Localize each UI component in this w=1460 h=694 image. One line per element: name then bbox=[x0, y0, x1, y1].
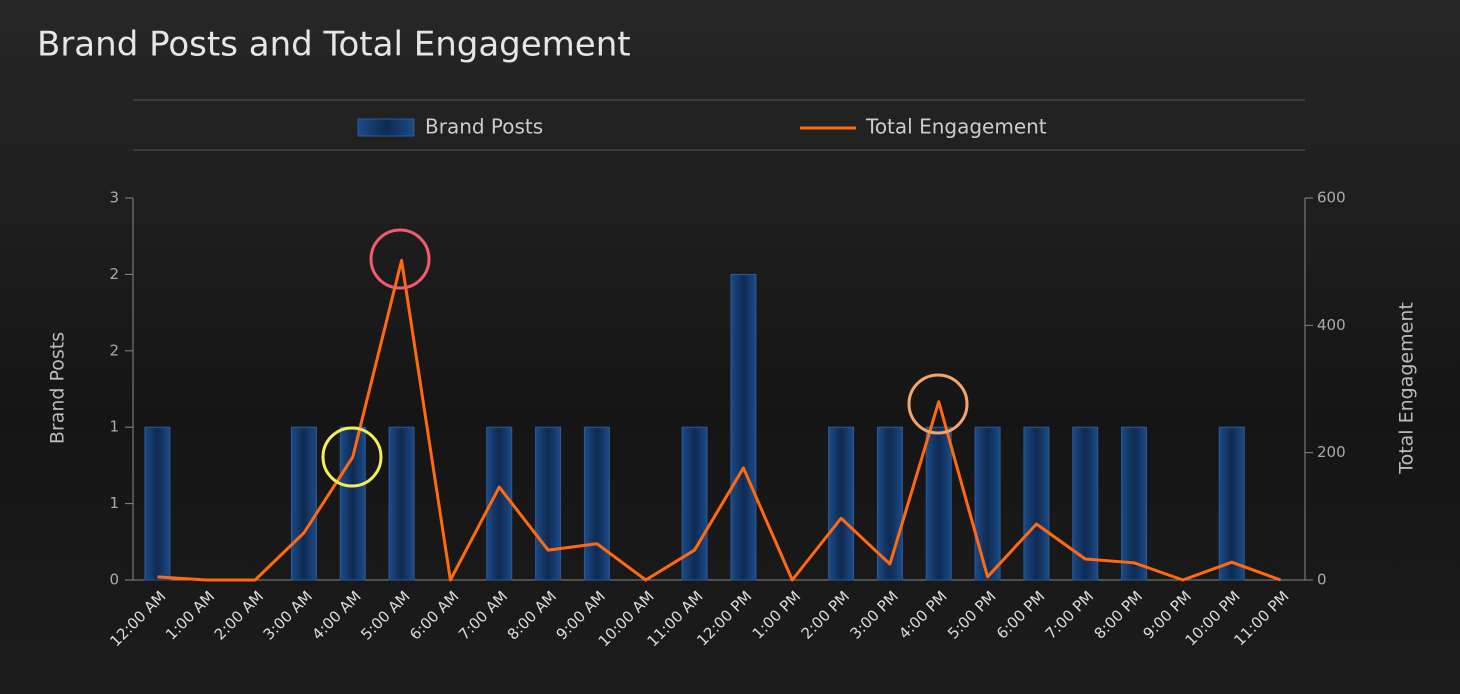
bar bbox=[339, 426, 366, 581]
bar bbox=[290, 426, 317, 581]
y2-tick-label: 0 bbox=[1317, 571, 1327, 589]
y2-tick-label: 600 bbox=[1317, 189, 1346, 207]
bar bbox=[1023, 426, 1050, 581]
y-tick-label: 2 bbox=[109, 341, 119, 359]
bar bbox=[1072, 426, 1099, 581]
bar bbox=[730, 273, 757, 581]
y2-tick-label: 200 bbox=[1317, 443, 1346, 461]
highlight-circle bbox=[321, 426, 383, 488]
y-tick-label: 2 bbox=[109, 265, 119, 283]
y-tick-label: 0 bbox=[109, 571, 119, 589]
legend-label: Brand Posts bbox=[425, 115, 543, 139]
bar bbox=[144, 426, 171, 581]
y-tick-label: 3 bbox=[109, 189, 119, 207]
highlight-circle bbox=[907, 373, 969, 435]
y2-axis-title: Total Engagement bbox=[1396, 302, 1418, 475]
legend-swatch bbox=[357, 118, 415, 137]
bar bbox=[583, 426, 610, 581]
bar bbox=[974, 426, 1001, 581]
highlight-circle bbox=[369, 228, 431, 290]
bar bbox=[876, 426, 903, 581]
y-tick-label: 1 bbox=[109, 494, 119, 512]
bar bbox=[1218, 426, 1245, 581]
legend-label: Total Engagement bbox=[865, 115, 1047, 139]
y-axis-title: Brand Posts bbox=[47, 332, 69, 444]
bar bbox=[828, 426, 855, 581]
bar bbox=[1121, 426, 1148, 581]
bar bbox=[535, 426, 562, 581]
line bbox=[157, 258, 1282, 582]
y2-tick-label: 400 bbox=[1317, 316, 1346, 334]
chart-title: Brand Posts and Total Engagement bbox=[37, 25, 631, 65]
bar bbox=[925, 426, 952, 581]
y-tick-label: 1 bbox=[109, 418, 119, 436]
bar bbox=[388, 426, 415, 581]
